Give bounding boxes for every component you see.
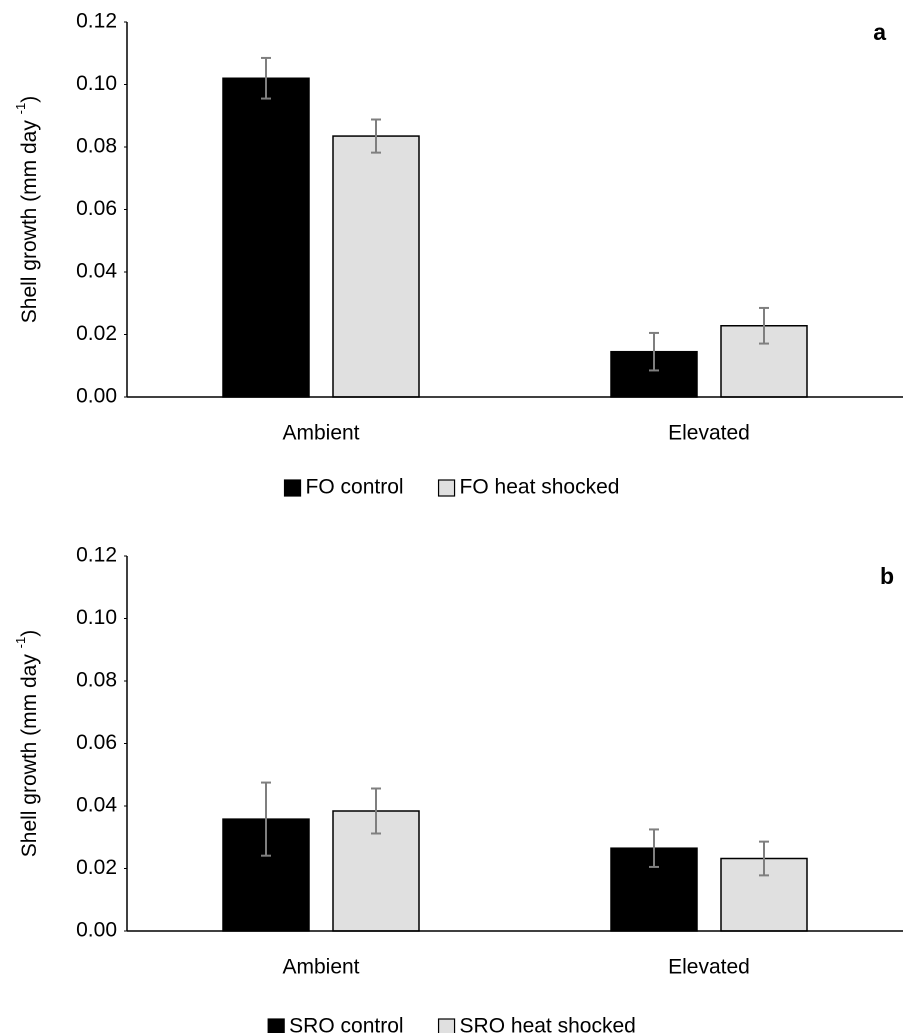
error-bar [371,787,381,835]
error-bar [759,306,769,345]
panel-label: a [873,19,886,45]
legend-swatch [437,479,456,497]
y-tick-label: 0.06 [76,197,117,220]
legend: FO control FO heat shocked [283,476,620,499]
x-tick-label: Elevated [668,422,750,445]
y-axis-label: Shell growth (mm day -1) [13,96,40,323]
error-bar [261,56,271,100]
legend-label: SRO heat shocked [460,1015,636,1033]
y-axis-label-part: Shell growth (mm day [18,648,41,857]
error-bar [371,118,381,154]
legend-swatch [437,1018,456,1033]
y-axis-label-part: Shell growth (mm day [18,114,41,323]
y-tick-label: 0.08 [76,135,117,158]
x-tick-label: Ambient [282,422,359,445]
y-axis-label-part: -1 [13,637,28,649]
y-tick-label: 0.08 [76,669,117,692]
error-bar [759,840,769,877]
bar [222,77,310,398]
y-tick-label: 0.02 [76,856,117,879]
panel-label: b [880,563,894,589]
y-tick-label: 0.12 [76,10,117,33]
error-bar [649,828,659,868]
legend-label: FO heat shocked [460,476,620,499]
y-axis-label-part: ) [18,630,41,637]
y-axis-label: Shell growth (mm day -1) [13,630,40,857]
bar [332,135,420,398]
y-tick-label: 0.02 [76,322,117,345]
chart-panel: 0.00 0.02 0.04 0.06 0.08 0.10 0.12 Shell growth… [13,10,903,499]
y-tick-label: 0.10 [76,606,117,629]
legend-label: SRO control [289,1015,403,1033]
legend: SRO control SRO heat shocked [267,1015,636,1033]
y-tick-label: 0.04 [76,794,117,817]
legend-swatch [267,1018,285,1033]
y-tick-label: 0.04 [76,260,117,283]
error-bar [649,331,659,372]
legend-label: FO control [306,476,404,499]
x-tick-label: Elevated [668,956,750,979]
y-tick-label: 0.06 [76,731,117,754]
y-axis-label-part: ) [18,96,41,103]
y-tick-label: 0.12 [76,544,117,567]
x-tick-label: Ambient [282,956,359,979]
y-axis-label-part: -1 [13,103,28,115]
y-tick-label: 0.00 [76,919,117,942]
y-tick-label: 0.10 [76,72,117,95]
chart-panel: 0.00 0.02 0.04 0.06 0.08 0.10 0.12 Shell growth… [13,544,903,1033]
y-tick-label: 0.00 [76,385,117,408]
error-bar [261,781,271,857]
legend-swatch [283,479,302,497]
